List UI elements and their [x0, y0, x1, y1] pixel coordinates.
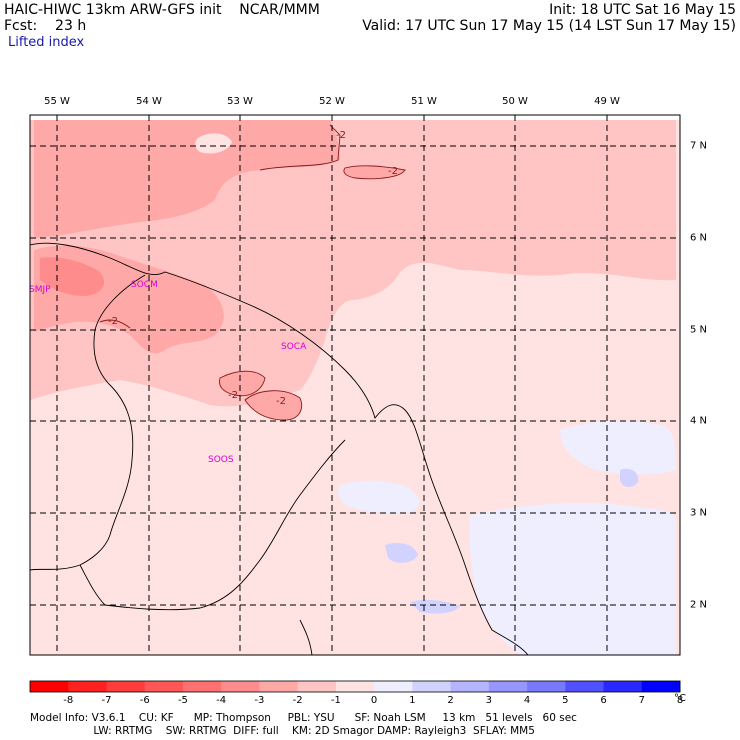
contour-label: -2	[276, 396, 286, 407]
field-band-minus2-sea	[343, 165, 405, 179]
model-info-line2: LW: RRTMG SW: RRTMG DIFF: full KM: 2D Sm…	[30, 725, 535, 737]
model-title: HAIC-HIWC 13km ARW-GFS init NCAR/MMM	[4, 2, 320, 18]
lon-label: 49 W	[594, 96, 620, 107]
field-pos-a	[337, 480, 420, 514]
colorbar-tick-label: 4	[523, 695, 531, 706]
latlon-grid	[30, 115, 680, 655]
colorbar-tick-label: 6	[600, 695, 607, 706]
station-soca: SOCA	[281, 342, 307, 352]
colorbar-tick-label: -2	[292, 695, 303, 706]
model-info-line1: Model Info: V3.6.1 CU: KF MP: Thompson P…	[30, 712, 577, 724]
colorbar-tick-label: -4	[216, 695, 227, 706]
field-pos-b	[469, 503, 676, 655]
colorbar-tick-label: -1	[330, 695, 341, 706]
colorbar-frame	[29, 680, 681, 693]
colorbar-tick-label: -7	[101, 695, 112, 706]
init-time: Init: 18 UTC Sat 16 May 15	[549, 2, 736, 18]
lon-label: 54 W	[136, 96, 162, 107]
field-pos-f	[620, 468, 639, 488]
colorbar-tick-label: -8	[63, 695, 74, 706]
colorbar-swatch	[259, 681, 299, 692]
colorbar-swatch	[603, 681, 643, 692]
colorbar-swatch	[450, 681, 490, 692]
contour-label: -2	[228, 390, 238, 401]
colorbar-tick-label: 2	[447, 695, 454, 706]
field-band-minus3	[40, 257, 105, 296]
colorbar-tick-label: 8	[676, 695, 684, 706]
lon-label: 51 W	[411, 96, 437, 107]
contour-label: -2	[108, 316, 118, 327]
station-soos: SOOS	[208, 455, 234, 465]
colorbar-swatch	[297, 681, 337, 692]
colorbar-tick-label: -6	[139, 695, 150, 706]
forecast-hour: Fcst: 23 h	[4, 18, 87, 34]
station-socm: SOCM	[131, 280, 158, 290]
colorbar-tick-label: 5	[562, 695, 569, 706]
colorbar-swatch	[412, 681, 452, 692]
field-pos-c	[560, 420, 676, 475]
colorbar-swatch	[335, 681, 375, 692]
lat-label: 5 N	[690, 324, 708, 336]
lat-label: 2 N	[690, 599, 708, 611]
colorbar-swatch	[641, 681, 681, 692]
colorbar-swatch	[182, 681, 222, 692]
colorbar-unit: °C	[674, 693, 686, 704]
contour-lines	[99, 124, 406, 421]
colorbar-swatch	[374, 681, 413, 692]
colorbar-tick-label: 1	[409, 695, 416, 706]
station-smjp: SMJP	[29, 285, 51, 295]
map-frame	[29, 114, 681, 656]
field-pos-e	[410, 599, 460, 614]
field-name: Lifted index	[8, 35, 85, 50]
colorbar-tick-label: 0	[370, 695, 378, 706]
colorbar-swatch	[106, 681, 146, 692]
field-pos-d	[385, 543, 418, 563]
colorbar-swatch	[565, 681, 605, 692]
lon-label: 55 W	[44, 96, 70, 107]
lat-label: 3 N	[690, 507, 708, 519]
lat-label: 7 N	[690, 140, 708, 152]
field-band-minus2-inland2	[245, 390, 302, 420]
colorbar-tick-label: -5	[177, 695, 188, 706]
lat-label: 6 N	[690, 232, 708, 244]
contour-label: -2	[388, 166, 398, 177]
lon-label: 53 W	[227, 96, 253, 107]
colorbar	[29, 680, 681, 693]
colorbar-swatch	[30, 681, 69, 692]
colorbar-tick-label: 3	[485, 695, 492, 706]
contour-label: -2	[336, 130, 346, 141]
lon-label: 50 W	[502, 96, 528, 107]
lat-label: 4 N	[690, 415, 708, 427]
colorbar-tick-label: -3	[254, 695, 265, 706]
field-hole-a	[195, 133, 232, 154]
colorbar-swatch	[221, 681, 260, 692]
lon-label: 52 W	[319, 96, 345, 107]
colorbar-tick-label: 7	[638, 695, 645, 706]
field-band-minus2-north	[34, 120, 340, 238]
colorbar-swatch	[144, 681, 184, 692]
colorbar-swatch	[488, 681, 528, 692]
field-top-margin	[30, 115, 680, 120]
field-band-minus2-inland1	[219, 371, 265, 396]
colorbar-swatch	[527, 681, 566, 692]
valid-time: Valid: 17 UTC Sun 17 May 15 (14 LST Sun …	[362, 18, 736, 34]
colorbar-swatch	[68, 681, 107, 692]
